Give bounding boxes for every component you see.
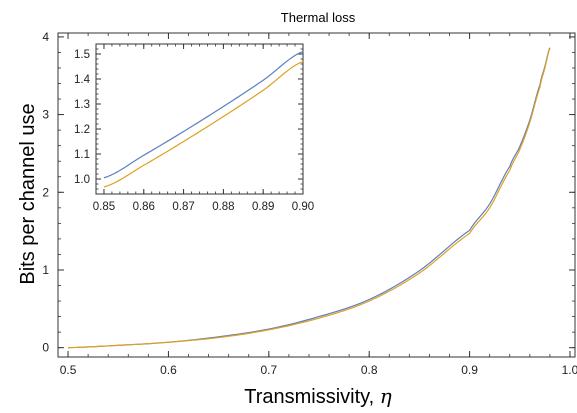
inset-x-tick-label: 0.90 bbox=[292, 201, 314, 213]
inset-series-line-1 bbox=[103, 50, 303, 179]
x-axis-label: Transmissivity, η bbox=[244, 384, 392, 408]
inset-plot: 0.85 0.86 0.87 0.88 0.89 0.90 1.0 1.1 1.2 1.3 1.4 1… bbox=[74, 43, 314, 213]
y-axis-label: Bits per channel use bbox=[17, 103, 39, 284]
inset-y-tick-label: 1.2 bbox=[74, 124, 90, 136]
inset-x-tick-label: 0.89 bbox=[252, 201, 274, 213]
inset-x-tick-label: 0.86 bbox=[133, 201, 155, 213]
inset-series-line-2 bbox=[103, 60, 303, 188]
main-y-tick-label: 2 bbox=[42, 185, 49, 199]
inset-frame bbox=[95, 43, 304, 195]
main-x-tick-label: 0.8 bbox=[361, 363, 378, 377]
inset-x-tick-label: 0.88 bbox=[212, 201, 234, 213]
main-x-tick-label: 0.6 bbox=[160, 363, 177, 377]
inset-y-tick-label: 1.1 bbox=[74, 149, 90, 161]
inset-x-tick-label: 0.85 bbox=[93, 201, 115, 213]
inset-y-tick-label: 1.4 bbox=[74, 74, 91, 86]
main-x-tick-label: 0.9 bbox=[461, 363, 478, 377]
main-y-tick-label: 3 bbox=[42, 108, 49, 122]
chart-title: Thermal loss bbox=[281, 10, 356, 25]
main-y-tick-label: 1 bbox=[42, 263, 49, 277]
inset-y-tick-label: 1.0 bbox=[74, 174, 90, 186]
inset-x-tick-label: 0.87 bbox=[172, 201, 194, 213]
main-series-line-2 bbox=[68, 48, 551, 349]
main-x-tick-label: 0.5 bbox=[60, 363, 77, 377]
main-y-tick-label: 4 bbox=[42, 30, 49, 44]
main-x-tick-label: 1.0 bbox=[562, 363, 577, 377]
main-y-tick-label: 0 bbox=[42, 341, 49, 355]
x-axis-label-symbol: η bbox=[380, 384, 392, 408]
main-x-tick-label: 0.7 bbox=[260, 363, 277, 377]
x-axis-label-text: Transmissivity, bbox=[244, 386, 380, 408]
inset-y-tick-label: 1.5 bbox=[74, 49, 90, 61]
inset-y-tick-label: 1.3 bbox=[74, 99, 90, 111]
